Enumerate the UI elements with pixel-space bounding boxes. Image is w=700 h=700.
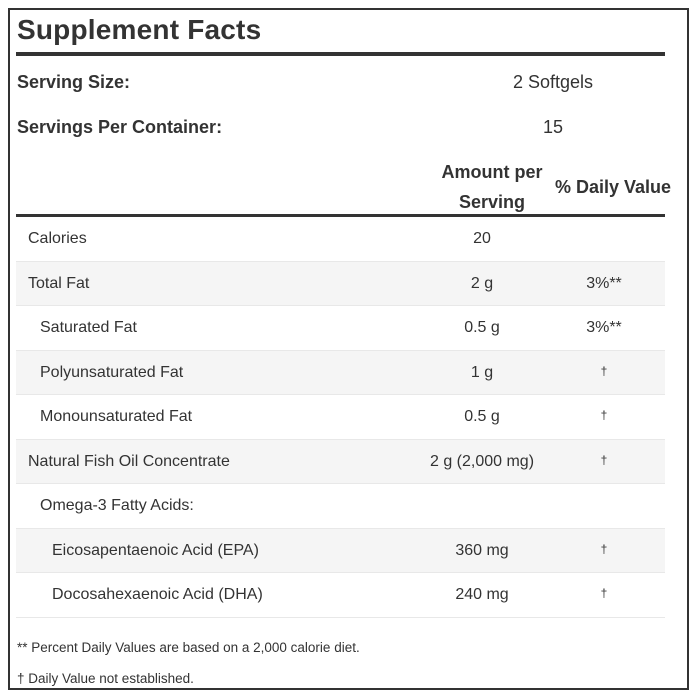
panel-title: Supplement Facts: [17, 14, 262, 45]
supplement-facts-panel: [8, 8, 689, 690]
nutrient-table: Calories 20 Total Fat 2 g 3%** Saturated…: [16, 217, 665, 618]
daily-value-header: % Daily Value: [554, 177, 672, 197]
nutrient-name: Polyunsaturated Fat: [40, 363, 184, 381]
nutrient-name: Monounsaturated Fat: [40, 408, 193, 425]
table-row: Polyunsaturated Fat 1 g †: [16, 350, 665, 395]
table-row: Total Fat 2 g 3%**: [16, 261, 665, 306]
nutrient-amount: 0.5 g: [464, 408, 500, 425]
amount-header-line1: Amount per: [441, 162, 543, 182]
nutrient-amount: 20: [473, 230, 491, 247]
nutrient-name: Saturated Fat: [40, 319, 137, 336]
table-row: Eicosapentaenoic Acid (EPA) 360 mg †: [16, 528, 665, 573]
nutrient-daily-value: [548, 484, 660, 528]
table-row: Saturated Fat 0.5 g 3%**: [16, 306, 665, 351]
nutrient-name: Calories: [28, 230, 87, 247]
nutrient-amount: [422, 484, 542, 528]
amount-header-line2: Serving: [458, 192, 526, 212]
nutrient-daily-value: †: [600, 408, 608, 422]
nutrient-daily-value: †: [600, 586, 608, 600]
footnote-percent-daily-values: ** Percent Daily Values are based on a 2…: [17, 640, 360, 655]
header-divider: [16, 214, 665, 217]
table-row: Monounsaturated Fat 0.5 g †: [16, 395, 665, 440]
nutrient-amount: 2 g: [470, 274, 494, 292]
nutrient-amount: 1 g: [470, 363, 494, 381]
servings-per-container-label: Servings Per Container:: [17, 117, 223, 137]
nutrient-daily-value: [548, 217, 660, 261]
nutrient-amount: 0.5 g: [464, 319, 500, 336]
nutrient-daily-value: 3%**: [586, 319, 622, 336]
nutrient-name: Total Fat: [28, 274, 90, 292]
nutrient-name: Eicosapentaenoic Acid (EPA): [52, 541, 259, 559]
nutrient-amount: 2 g (2,000 mg): [429, 452, 535, 470]
amount-per-serving-header: Amount per Serving: [422, 157, 562, 217]
nutrient-daily-value: 3%**: [586, 274, 622, 292]
footnote-daily-value-not-established: † Daily Value not established.: [17, 671, 194, 686]
nutrient-daily-value: †: [600, 363, 608, 378]
nutrient-daily-value: †: [600, 452, 608, 467]
nutrient-name: Omega-3 Fatty Acids:: [40, 497, 194, 514]
table-row: Docosahexaenoic Acid (DHA) 240 mg †: [16, 573, 665, 618]
table-row: Omega-3 Fatty Acids:: [16, 484, 665, 529]
serving-size-label: Serving Size:: [17, 72, 131, 92]
title-divider: [16, 52, 665, 56]
nutrient-amount: 360 mg: [455, 541, 509, 559]
nutrient-daily-value: †: [600, 541, 608, 556]
table-row: Natural Fish Oil Concentrate 2 g (2,000 …: [16, 439, 665, 484]
nutrient-name: Docosahexaenoic Acid (DHA): [52, 586, 263, 603]
serving-size-value: 2 Softgels: [512, 72, 594, 92]
nutrient-amount: 240 mg: [455, 586, 509, 603]
nutrient-name: Natural Fish Oil Concentrate: [28, 452, 230, 470]
servings-per-container-value: 15: [542, 117, 564, 137]
table-row: Calories 20: [16, 217, 665, 262]
